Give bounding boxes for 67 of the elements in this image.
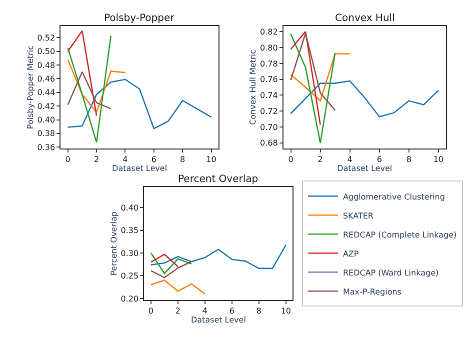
line-series [67,71,112,110]
y-tick-label: 0.40 [37,116,56,125]
legend-label: Max-P-Regions [342,287,402,296]
line-series [150,260,192,278]
legend-label: Agglomerative Clustering [342,192,445,202]
line-series [150,244,287,270]
x-tick-label: 2 [175,306,180,316]
x-tick-label: 10 [280,306,292,316]
x-tick-label: 4 [202,306,208,316]
y-tick-label: 0.38 [37,129,56,138]
y-tick-label: 0.40 [120,203,139,212]
y-tick-label: 0.25 [120,272,139,281]
x-tick-label: 8 [256,306,262,316]
line-series [150,252,192,274]
x-tick-label: 0 [65,155,70,164]
legend-label: REDCAP (Ward Linkage) [342,268,439,278]
chart-title: Convex Hull [335,13,395,24]
x-tick-label: 8 [180,155,186,164]
y-axis-title: Percent Overlap [109,211,118,276]
y-tick-label: 0.30 [120,248,139,258]
x-tick-label: 10 [433,155,444,164]
y-tick-label: 0.52 [37,34,56,43]
y-tick-label: 0.48 [37,60,56,70]
legend-label: REDCAP (Complete Linkage) [342,230,457,240]
y-tick-label: 0.76 [260,75,278,84]
x-tick-label: 10 [206,155,216,164]
x-tick-label: 6 [229,306,234,316]
line-series [290,80,440,118]
line-series [67,58,126,113]
y-tick-label: 0.82 [260,27,278,36]
x-axis-title: Dataset Level [112,164,168,174]
y-tick-label: 0.70 [260,122,278,132]
x-tick-label: 4 [122,155,128,164]
chart-title: Polsby-Popper [104,13,176,24]
legend-label: SKATER [342,211,374,220]
line-series [290,33,336,144]
y-tick-label: 0.68 [260,138,278,148]
y-tick-label: 0.42 [37,102,56,111]
x-tick-label: 8 [406,155,412,164]
y-tick-label: 0.44 [37,88,56,98]
x-tick-label: 6 [151,155,156,164]
x-axis-title: Dataset Level [337,164,392,174]
line-series [67,35,112,143]
y-tick-label: 0.50 [37,47,56,56]
x-tick-label: 2 [94,155,100,164]
x-tick-label: 2 [318,155,323,164]
y-axis-title: Convex Hull Metric [248,50,258,125]
x-tick-label: 0 [288,155,294,164]
y-tick-label: 0.36 [37,142,56,152]
x-axis-title: Dataset Level [190,316,246,324]
y-tick-label: 0.35 [120,226,139,236]
chart-title: Percent Overlap [178,174,258,185]
line-series [67,78,212,130]
line-series [290,32,336,111]
line-series [150,280,206,295]
y-tick-label: 0.80 [260,43,278,52]
y-axis-title: Polsby-Popper Metric [26,45,35,130]
x-tick-label: 4 [347,155,352,164]
y-tick-label: 0.72 [260,106,278,116]
y-tick-label: 0.78 [260,59,278,68]
y-tick-label: 0.74 [260,91,278,100]
x-tick-label: 0 [148,306,154,316]
line-series [290,53,350,102]
y-tick-label: 0.46 [37,74,56,84]
y-tick-label: 0.20 [120,294,139,304]
x-tick-label: 6 [376,155,382,164]
legend-label: AZP [342,249,359,258]
